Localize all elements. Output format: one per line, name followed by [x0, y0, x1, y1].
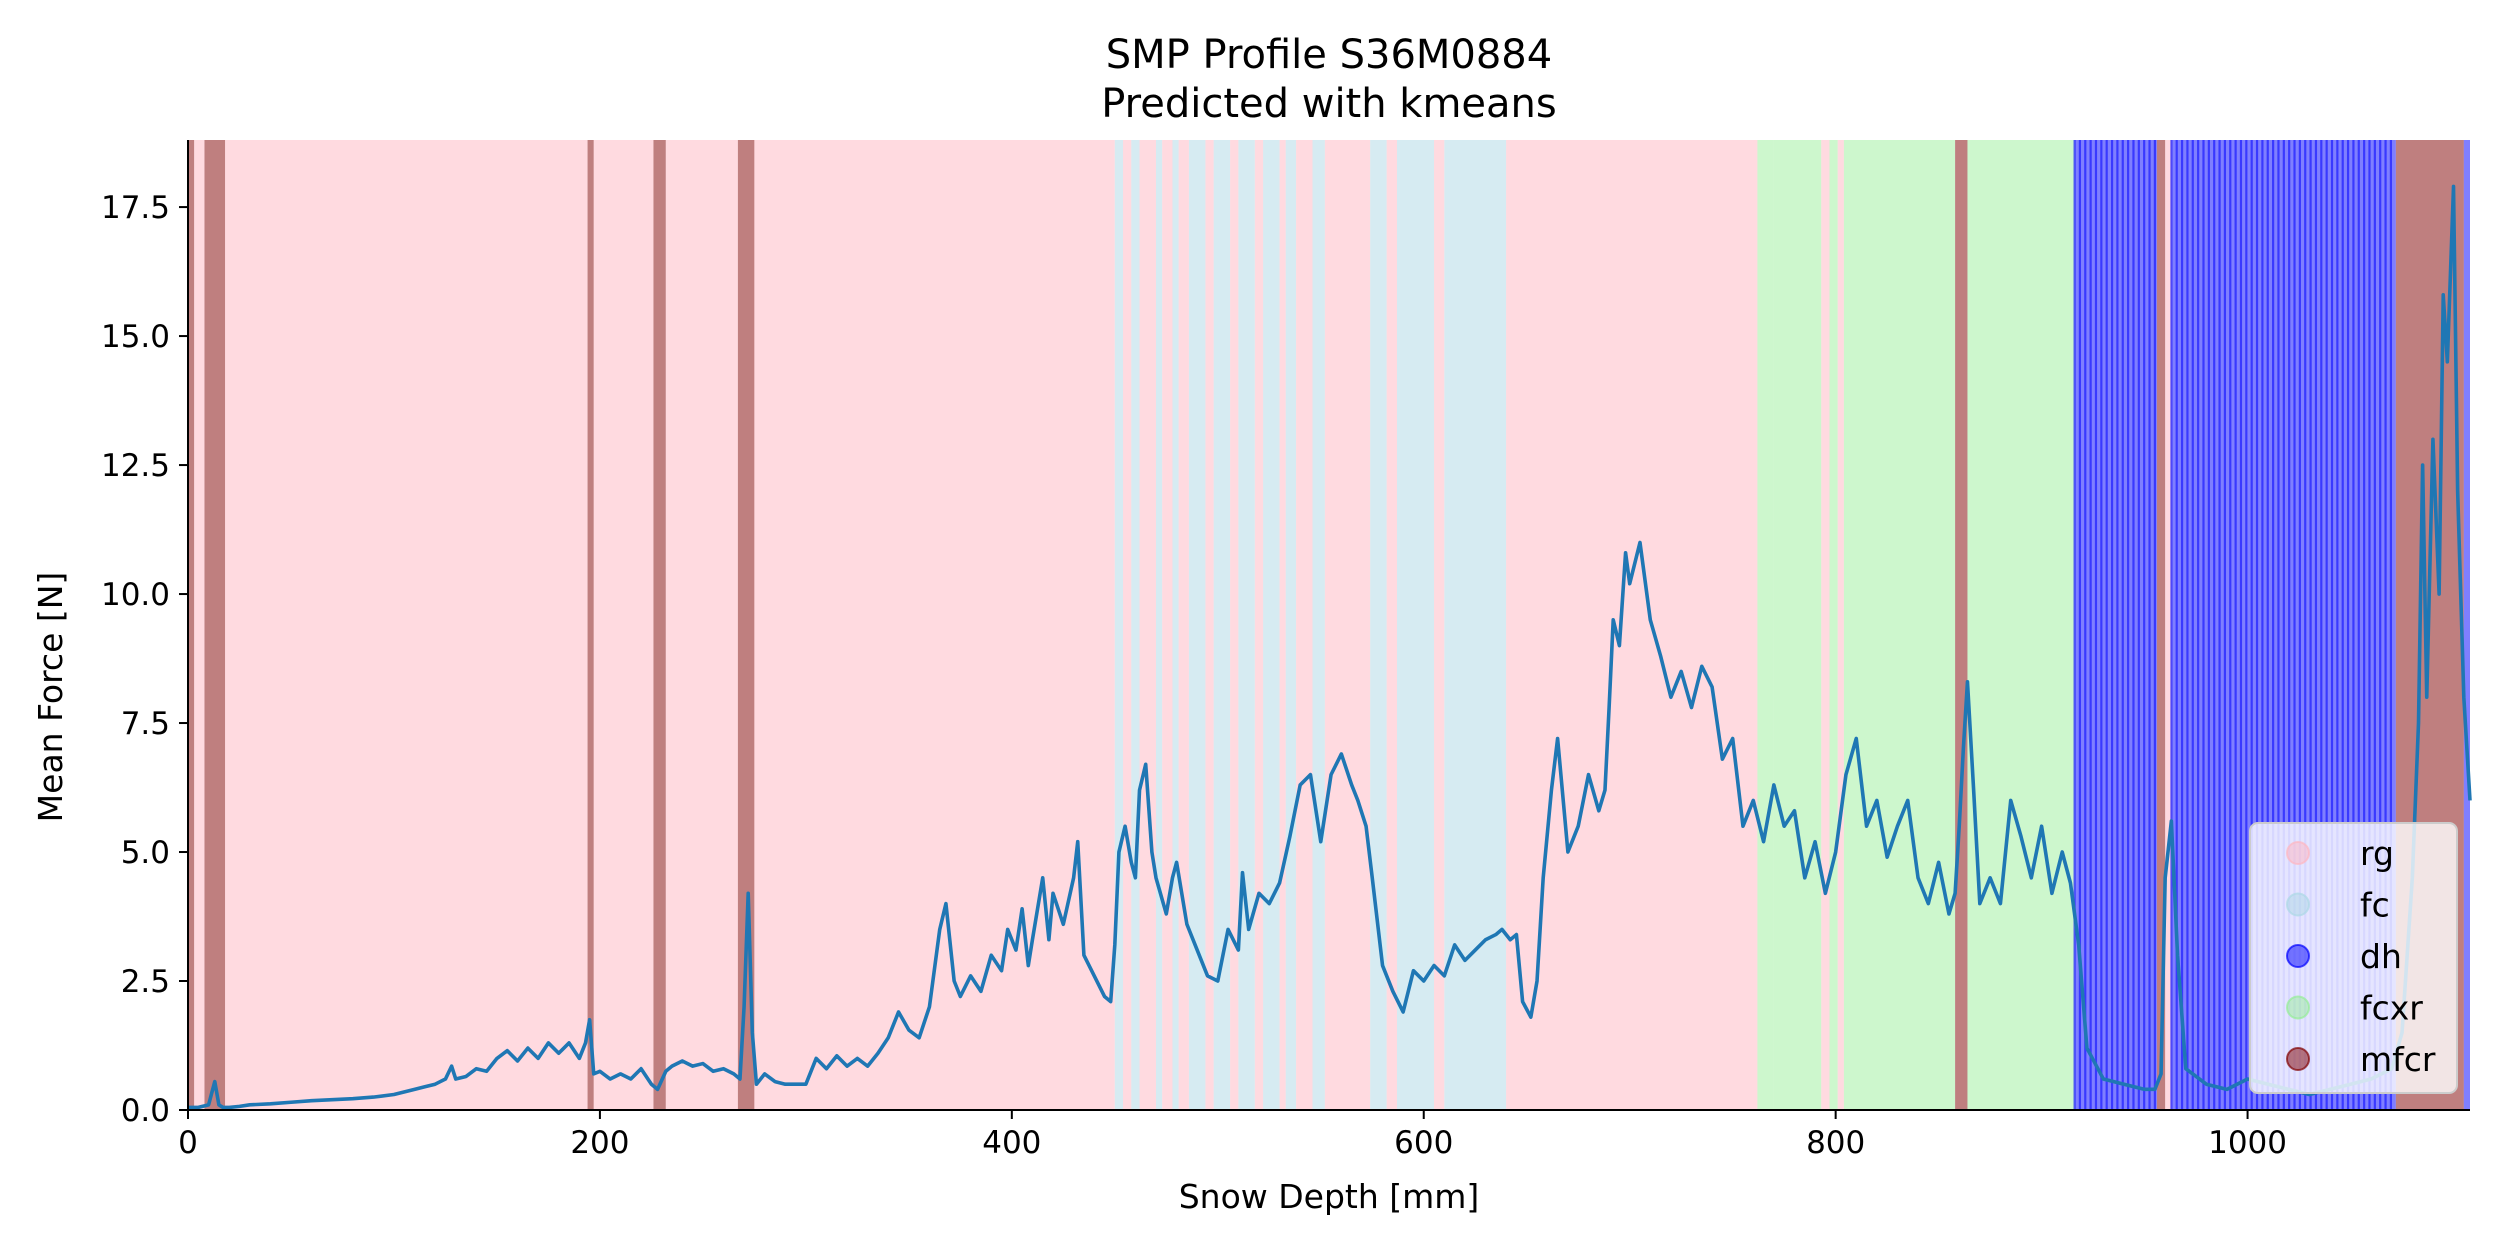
label-band-rg — [1139, 140, 1156, 1110]
label-band-rg — [1162, 140, 1173, 1110]
legend-box — [2249, 822, 2458, 1094]
label-band-fc — [1213, 140, 1231, 1110]
label-band-rg — [665, 140, 738, 1110]
chart-subtitle: Predicted with kmeans — [1101, 81, 1557, 127]
label-band-fc — [1156, 140, 1163, 1110]
label-band-mfcr — [188, 140, 195, 1110]
label-band-fcxr — [1843, 140, 1956, 1110]
label-band-rg — [1821, 140, 1830, 1110]
y-tick-label: 12.5 — [101, 448, 170, 484]
chart-title: SMP Profile S36M0884 — [1106, 32, 1552, 78]
label-band-fc — [1188, 140, 1206, 1110]
label-band-fcxr — [1757, 140, 1774, 1110]
x-tick-label: 800 — [1806, 1125, 1865, 1161]
label-band-rg — [2165, 140, 2172, 1110]
label-band-fc — [1312, 140, 1325, 1110]
tick-marks: 0 200 400 600 800 1000 0.0 2.5 5.0 7.5 10.0 12.5 15.… — [101, 190, 2287, 1161]
legend-marker-fcxr — [2286, 995, 2310, 1020]
label-band-rg — [1178, 140, 1189, 1110]
label-band-fc — [1238, 140, 1255, 1110]
label-band-fcxr — [1829, 140, 1838, 1110]
label-band-fc — [1285, 140, 1297, 1110]
y-axis-label: Mean Force [N] — [31, 572, 70, 823]
label-band-fc — [1263, 140, 1280, 1110]
legend-marker-rg — [2286, 841, 2310, 865]
legend-label-fc: fc — [2360, 886, 2390, 925]
legend-label-rg: rg — [2360, 834, 2394, 873]
axes — [187, 140, 2470, 1111]
y-tick-label: 10.0 — [101, 577, 170, 613]
legend-label-fcxr: fcxr — [2360, 989, 2423, 1028]
x-axis-label: Snow Depth [mm] — [1179, 1177, 1480, 1216]
label-band-rg — [1324, 140, 1371, 1110]
label-band-rg — [1254, 140, 1264, 1110]
label-band-rg — [1230, 140, 1239, 1110]
series-line-0 — [188, 184, 2472, 1110]
y-tick-label: 7.5 — [121, 706, 170, 742]
plot-lines — [188, 184, 2472, 1110]
label-band-fc — [1444, 140, 1507, 1110]
legend: rg fc dh fcxr mfcr — [2249, 822, 2458, 1094]
x-tick-label: 400 — [982, 1125, 1041, 1161]
x-tick-label: 200 — [570, 1125, 629, 1161]
label-band-rg — [1506, 140, 1758, 1110]
label-band-rg — [1296, 140, 1313, 1110]
y-tick-label: 5.0 — [121, 835, 170, 871]
label-band-rg — [1386, 140, 1397, 1110]
label-band-rg — [1434, 140, 1445, 1110]
label-band-rg — [1123, 140, 1132, 1110]
label-band-rg — [1279, 140, 1286, 1110]
label-band-fc — [1172, 140, 1179, 1110]
label-band-fc — [1114, 140, 1124, 1110]
legend-marker-dh — [2286, 944, 2310, 968]
x-tick-label: 0 — [178, 1125, 198, 1161]
y-tick-label: 0.0 — [121, 1093, 170, 1129]
label-band-dh — [2463, 140, 2470, 1110]
label-band-mfcr — [2156, 140, 2166, 1110]
y-tick-label: 2.5 — [121, 964, 170, 1000]
label-band-rg — [593, 140, 654, 1110]
label-band-rg — [1205, 140, 1214, 1110]
x-tick-label: 600 — [1394, 1125, 1453, 1161]
y-tick-label: 17.5 — [101, 190, 170, 226]
label-band-mfcr — [653, 140, 666, 1110]
label-band-mfcr — [587, 140, 594, 1110]
label-band-rg — [754, 140, 1115, 1110]
y-tick-label: 15.0 — [101, 319, 170, 355]
legend-marker-mfcr — [2286, 1047, 2310, 1071]
label-band-rg — [225, 140, 588, 1110]
label-band-mfcr — [737, 140, 755, 1110]
label-band-mfcr — [1955, 140, 1968, 1110]
label-band-fcxr — [1773, 140, 1822, 1110]
label-band-fc — [1370, 140, 1387, 1110]
x-tick-label: 1000 — [2208, 1125, 2287, 1161]
legend-label-mfcr: mfcr — [2360, 1040, 2436, 1079]
label-bands — [188, 140, 2470, 1110]
label-band-fc — [1131, 140, 1140, 1110]
legend-marker-fc — [2286, 892, 2310, 917]
label-band-mfcr — [204, 140, 226, 1110]
label-band-fc — [1396, 140, 1435, 1110]
label-band-rg — [1837, 140, 1844, 1110]
label-band-fcxr — [1967, 140, 2075, 1110]
label-band-rg — [194, 140, 205, 1110]
legend-label-dh: dh — [2360, 937, 2402, 976]
